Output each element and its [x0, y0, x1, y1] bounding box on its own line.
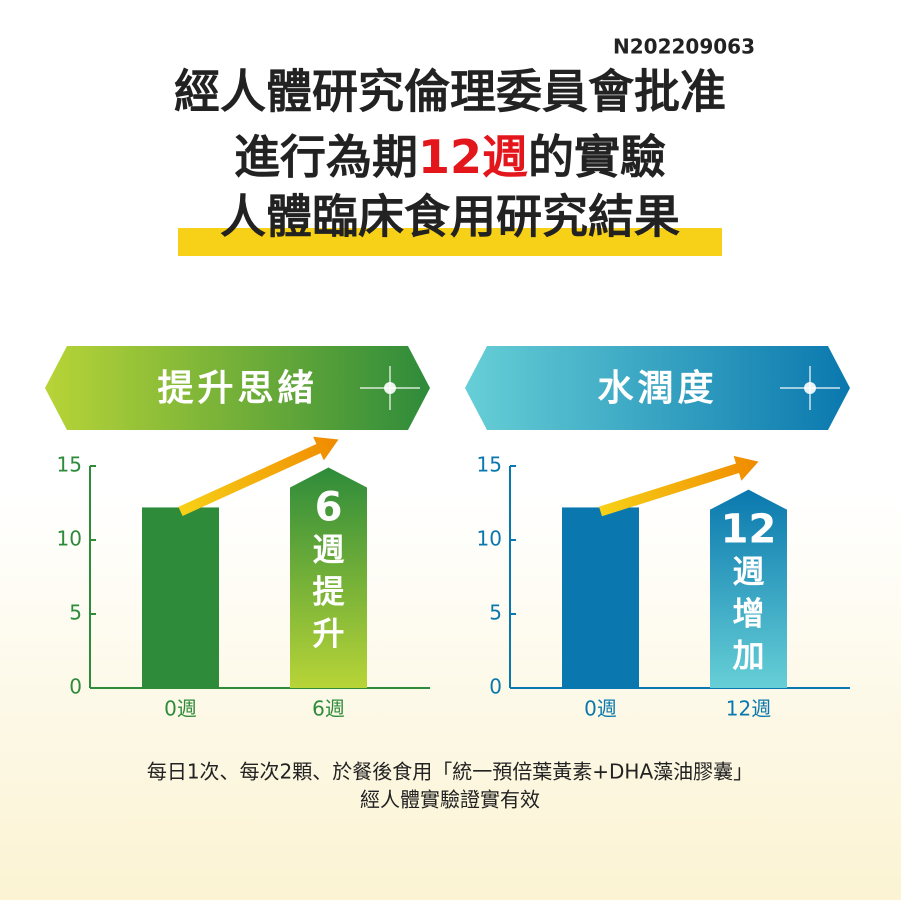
- banner: [45, 346, 430, 430]
- y-tick-label: 15: [57, 453, 82, 477]
- y-tick-label: 0: [489, 675, 502, 699]
- headline-highlight: 12: [418, 130, 482, 184]
- bar-label: 增: [732, 595, 764, 633]
- bar: [142, 507, 219, 688]
- highlight-bar: [178, 228, 722, 256]
- headline: 進行為期12週的實驗: [234, 130, 666, 184]
- x-tick-label: 12週: [726, 697, 771, 721]
- headline: 人體臨床食用研究結果: [220, 190, 680, 244]
- bar-label: 週: [312, 530, 344, 568]
- banner: [465, 346, 850, 430]
- chart-title: 提升思緒: [157, 368, 317, 409]
- y-tick-label: 10: [477, 527, 502, 551]
- x-tick-label: 0週: [164, 697, 197, 721]
- trend-arrow: [598, 455, 759, 517]
- footnote: 經人體實驗證實有效: [360, 788, 540, 812]
- chart-title: 水潤度: [597, 368, 717, 409]
- code: N202209063: [613, 35, 755, 59]
- bar: [562, 507, 639, 688]
- y-tick-label: 0: [69, 675, 82, 699]
- bar: [710, 489, 787, 688]
- y-tick-label: 5: [489, 601, 502, 625]
- trend-arrow-shape: [178, 436, 339, 516]
- headline-part: 進行為期: [234, 130, 418, 184]
- bar-label: 週: [732, 553, 764, 591]
- bar-label: 6: [315, 484, 343, 530]
- y-tick-label: 10: [57, 527, 82, 551]
- trend-arrow-shape: [598, 455, 759, 517]
- headline-highlight: 週: [482, 130, 528, 184]
- footnote: 每日1次、每次2顆、於餐後食用「統一預倍葉黃素+DHA藻油膠囊」: [147, 760, 753, 784]
- bar-label: 升: [312, 614, 344, 652]
- bar-label: 加: [732, 637, 764, 675]
- y-tick-label: 5: [69, 601, 82, 625]
- bar: [290, 467, 367, 688]
- x-tick-label: 6週: [312, 697, 345, 721]
- headline: 經人體研究倫理委員會批准: [174, 65, 726, 119]
- trend-arrow: [178, 436, 339, 516]
- bar-label: 提: [312, 572, 345, 610]
- x-tick-label: 0週: [584, 697, 617, 721]
- headline-part: 的實驗: [528, 130, 666, 184]
- bar-label: 12: [721, 507, 777, 553]
- y-tick-label: 15: [477, 453, 502, 477]
